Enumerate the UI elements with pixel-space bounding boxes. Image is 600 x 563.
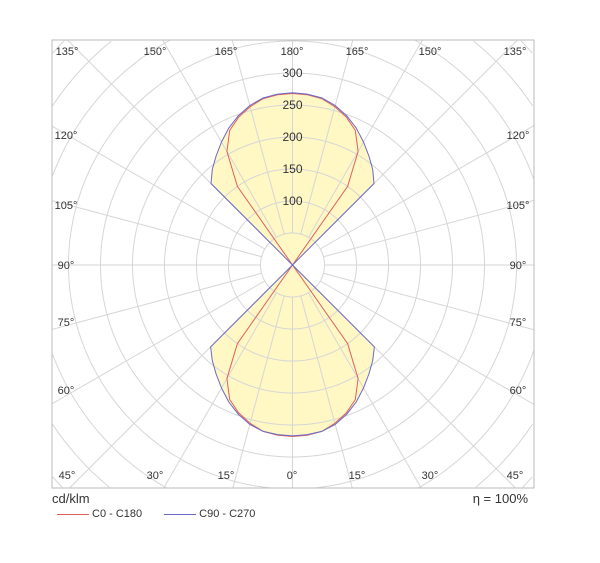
legend-label-c0: C0 - C180 <box>92 508 143 520</box>
series-line-1-upper <box>210 92 375 266</box>
angle-label-top: 135° <box>504 46 527 58</box>
angle-label-bottom: 15° <box>349 470 366 482</box>
grid-radial-195 <box>231 39 285 235</box>
angle-label-bottom: 45° <box>507 470 524 482</box>
efficiency-label: η = 100% <box>472 491 528 506</box>
grid-radial-120 <box>319 125 535 250</box>
angle-label-bottom: 30° <box>422 470 439 482</box>
angle-label-top: 165° <box>215 46 238 58</box>
radial-tick-label: 150 <box>282 162 302 176</box>
grid-radial-60 <box>319 280 535 405</box>
grid-ring-350 <box>68 40 517 489</box>
plot-border <box>51 39 535 489</box>
radial-tick-label: 250 <box>282 98 302 112</box>
angle-label-bottom: 15° <box>218 470 235 482</box>
grid-radial-150 <box>308 39 423 238</box>
angle-label-left: 60° <box>58 385 75 397</box>
legend-label-c90: C90 - C270 <box>199 508 256 520</box>
grid-ring-500 <box>52 40 533 488</box>
angle-label-right: 90° <box>510 260 527 272</box>
angle-label-top: 165° <box>346 46 369 58</box>
legend-swatch-c0 <box>57 513 89 515</box>
angle-label-top: 150° <box>419 46 442 58</box>
grid-radial-105 <box>323 199 535 258</box>
plot-area <box>51 39 535 489</box>
angle-label-left: 120° <box>55 130 78 142</box>
grid-radial-75 <box>323 272 535 331</box>
grid-radial-210 <box>162 39 277 238</box>
grid-radial-345 <box>232 295 285 489</box>
radial-tick-label: 200 <box>282 130 302 144</box>
legend: C0 - C180 C90 - C270 <box>57 508 255 520</box>
angle-label-bottom: 45° <box>59 470 76 482</box>
grid-ring-450 <box>51 40 534 488</box>
angle-label-right: 75° <box>510 317 527 329</box>
grid-radial-300 <box>51 280 266 405</box>
grid-radial-240 <box>51 125 266 250</box>
unit-label: cd/klm <box>52 491 90 506</box>
grid-radial-330 <box>163 292 277 489</box>
angle-label-top: 180° <box>281 46 304 58</box>
radial-tick-label: 100 <box>282 194 302 208</box>
grid-radial-30 <box>308 292 422 489</box>
grid-radial-255 <box>51 200 262 258</box>
grid-radial-15 <box>300 295 353 489</box>
radial-tick-label: 300 <box>282 66 302 80</box>
angle-label-left: 90° <box>58 260 75 272</box>
angle-label-top: 135° <box>56 46 79 58</box>
angle-label-bottom: 30° <box>147 470 164 482</box>
legend-swatch-c90 <box>164 513 197 515</box>
grid-radial-285 <box>51 272 262 330</box>
angle-label-right: 120° <box>507 130 530 142</box>
angle-label-right: 60° <box>510 385 527 397</box>
grid-radial-165 <box>300 39 354 235</box>
angle-label-left: 75° <box>58 317 75 329</box>
angle-label-right: 105° <box>507 200 530 212</box>
angle-label-top: 150° <box>144 46 167 58</box>
angle-label-bottom: 0° <box>287 470 298 482</box>
angle-label-left: 105° <box>55 200 78 212</box>
grid-ring-400 <box>52 39 535 489</box>
